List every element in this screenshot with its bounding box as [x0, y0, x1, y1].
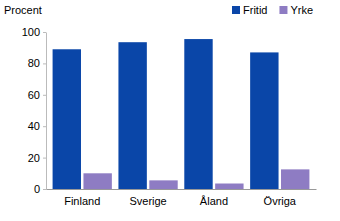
x-tick: Åland [200, 189, 228, 207]
bar [250, 52, 278, 189]
y-tick: 40 [28, 120, 46, 132]
x-axis-line [47, 189, 317, 190]
y-axis-line [46, 33, 47, 190]
x-tick: Sverige [129, 189, 166, 207]
bar [118, 42, 146, 189]
legend: Fritid Yrke [232, 4, 313, 16]
x-tick-label: Sverige [129, 195, 166, 207]
y-tick-label: 60 [28, 89, 40, 101]
y-tick-label: 80 [28, 57, 40, 69]
y-tick: 80 [28, 57, 46, 69]
y-tick-mark [43, 158, 46, 159]
chart: 0 20 40 60 80 100 Finland Sverige Åland Övriga Pro… [0, 0, 340, 221]
y-axis-title: Procent [4, 4, 42, 16]
y-tick: 60 [28, 89, 46, 101]
y-tick-label: 0 [34, 183, 40, 195]
legend-label: Yrke [290, 4, 313, 16]
legend-label: Fritid [243, 4, 267, 16]
plot: 0 20 40 60 80 100 Finland Sverige Åland Övriga [22, 26, 317, 207]
legend-swatch [232, 6, 240, 14]
y-tick-mark [43, 32, 46, 33]
bar [149, 180, 177, 189]
y-tick: 20 [28, 152, 46, 164]
y-tick-label: 40 [28, 120, 40, 132]
y-tick-mark [43, 126, 46, 127]
y-axis: 0 20 40 60 80 100 [22, 26, 47, 195]
bar [184, 39, 212, 189]
x-tick: Finland [64, 189, 100, 207]
bars [53, 39, 310, 189]
bar [53, 49, 81, 189]
bar [215, 184, 243, 189]
y-tick-mark [43, 189, 46, 190]
x-tick: Övriga [264, 189, 297, 207]
y-tick: 0 [34, 183, 46, 195]
y-tick-label: 20 [28, 152, 40, 164]
legend-swatch [279, 6, 287, 14]
x-tick-label: Finland [64, 195, 100, 207]
y-tick-mark [43, 95, 46, 96]
y-tick-mark [43, 63, 46, 64]
x-tick-label: Övriga [264, 195, 297, 207]
bar [83, 173, 111, 189]
y-tick-label: 100 [22, 26, 40, 38]
x-axis: Finland Sverige Åland Övriga [47, 189, 317, 207]
x-tick-label: Åland [200, 195, 228, 207]
y-tick: 100 [22, 26, 46, 38]
bar [281, 169, 309, 189]
